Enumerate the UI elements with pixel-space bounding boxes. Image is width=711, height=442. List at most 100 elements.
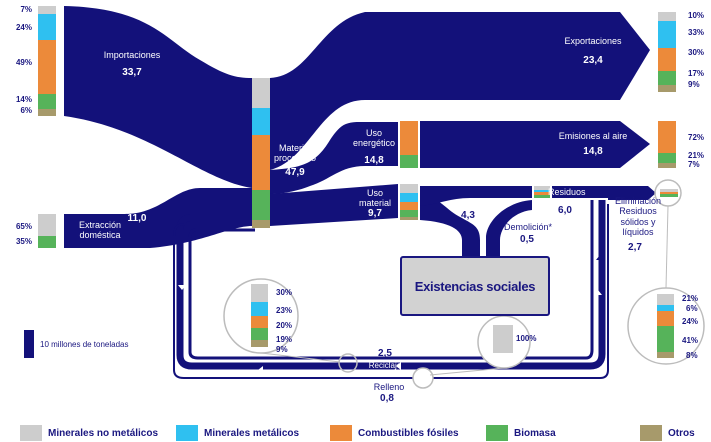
flow-to-stock — [420, 196, 480, 258]
pct-eliminacion-2: 24% — [682, 317, 699, 326]
composition-bar-demolicion — [493, 325, 513, 353]
legend-label-0: Minerales no metálicos — [48, 427, 159, 439]
pct-exportaciones-2: 30% — [688, 48, 705, 57]
uso-material-value: 9,7 — [368, 208, 382, 219]
pct-emisiones-1: 21% — [688, 151, 705, 160]
residuos-value: 6,0 — [558, 205, 572, 216]
flow-exportaciones — [270, 12, 650, 170]
pct-reciclaje-4: 9% — [276, 345, 288, 354]
composition-bar-uso-material — [400, 184, 418, 220]
legend-swatch-1 — [176, 425, 198, 441]
flow-importaciones — [64, 6, 252, 188]
composition-bar-emisiones — [658, 121, 676, 168]
relleno-label: Relleno — [373, 382, 405, 392]
pct-exportaciones-0: 10% — [688, 11, 705, 20]
lens-relleno-origin — [412, 367, 434, 389]
relleno-value: 0,8 — [380, 393, 394, 404]
pct-eliminacion-0: 21% — [682, 294, 699, 303]
uso-material-label: Uso material — [358, 188, 391, 209]
flow-reciclaje-loop — [176, 200, 606, 370]
pct-importaciones-4: 6% — [20, 106, 32, 115]
pct-exportaciones-4: 9% — [688, 80, 700, 89]
pct-exportaciones-3: 17% — [688, 69, 705, 78]
lens-reciclaje-origin — [338, 353, 358, 373]
flow-inner-loop — [188, 200, 594, 360]
importaciones-label: Importaciones — [103, 50, 161, 60]
pct-reciclaje-0: 30% — [276, 288, 293, 297]
pct-emisiones-2: 7% — [688, 160, 700, 169]
emisiones-value: 14,8 — [583, 146, 603, 157]
material-procesado-label: Material procesado — [273, 143, 317, 164]
uso-energetico-label: Uso energético — [352, 128, 396, 149]
pct-extraccion-1: 35% — [15, 237, 32, 246]
legend-swatch-3 — [486, 425, 508, 441]
extraccion-value: 11,0 — [127, 213, 147, 224]
legend-swatch-2 — [330, 425, 352, 441]
pct-importaciones-3: 14% — [15, 95, 32, 104]
eliminacion-value: 2,7 — [628, 242, 642, 253]
legend-item-4: Otros — [640, 424, 695, 442]
extraccion-label: Extracción doméstica — [78, 220, 122, 241]
composition-bar-eliminacion — [657, 294, 674, 358]
flow-uso-material — [270, 184, 398, 226]
legend-item-3: Biomasa — [486, 424, 556, 442]
flow-eliminacion — [608, 186, 656, 200]
legend-item-2: Combustibles fósiles — [330, 424, 459, 442]
flow-extraccion — [64, 188, 252, 248]
residuos-label: Residuos — [548, 187, 586, 197]
legend-label-3: Biomasa — [514, 427, 556, 439]
scale-label: 10 millones de toneladas — [40, 339, 129, 349]
pct-exportaciones-1: 33% — [688, 28, 705, 37]
legend-item-1: Minerales metálicos — [176, 424, 299, 442]
composition-bar-material-procesado — [252, 78, 270, 228]
pct-eliminacion-1: 6% — [686, 304, 698, 313]
legend-item-0: Minerales no metálicos — [20, 424, 158, 442]
reciclaje-value: 2,5 — [378, 348, 392, 359]
composition-bar-importaciones — [38, 6, 56, 116]
eliminacion-label: Eliminación Residuos sólidos y líquidos — [614, 196, 662, 238]
flow-residuos-right — [552, 186, 620, 198]
scale-indicator: 10 millones de toneladas — [24, 330, 129, 358]
demolicion-value: 0,5 — [520, 234, 534, 245]
material-procesado-value: 47,9 — [285, 167, 305, 178]
composition-bar-reciclaje — [251, 284, 268, 347]
flow-emisiones — [420, 121, 650, 168]
pct-reciclaje-1: 23% — [276, 306, 293, 315]
exportaciones-label: Exportaciones — [564, 36, 622, 46]
demolicion-label: Demolición* — [503, 222, 553, 232]
pct-importaciones-0: 7% — [20, 5, 32, 14]
pct-eliminacion-4: 8% — [686, 351, 698, 360]
pct-demolicion-0: 100% — [516, 334, 537, 343]
pct-emisiones-0: 72% — [688, 133, 705, 142]
flow-demolicion — [486, 200, 532, 256]
existencias-sociales-box: Existencias sociales — [400, 256, 550, 316]
legend-label-4: Otros — [668, 427, 695, 439]
mini-bar-eliminacion-origin — [660, 189, 678, 197]
flow-residuos — [420, 186, 532, 206]
legend-label-1: Minerales metálicos — [204, 427, 300, 439]
pct-reciclaje-2: 20% — [276, 321, 293, 330]
stock-flow-value: 4,3 — [461, 210, 475, 221]
exportaciones-value: 23,4 — [583, 55, 603, 66]
composition-bar-exportaciones — [658, 12, 676, 92]
pct-importaciones-1: 24% — [15, 23, 32, 32]
uso-energetico-value: 14,8 — [364, 155, 384, 166]
legend-swatch-4 — [640, 425, 662, 441]
pct-extraccion-0: 65% — [15, 222, 32, 231]
flow-uso-energetico — [270, 122, 398, 194]
composition-bar-extraccion — [38, 214, 56, 248]
importaciones-value: 33,7 — [122, 67, 142, 78]
legend-swatch-0 — [20, 425, 42, 441]
reciclaje-label: Reciclaje — [368, 361, 402, 370]
pct-importaciones-2: 49% — [15, 58, 32, 67]
pct-reciclaje-3: 19% — [276, 335, 293, 344]
flow-relleno-loop — [173, 204, 609, 379]
composition-bar-uso-energetico — [400, 121, 418, 168]
legend-label-2: Combustibles fósiles — [358, 427, 459, 439]
emisiones-label: Emisiones al aire — [558, 131, 628, 141]
composition-bar-residuos — [534, 186, 550, 198]
scale-bar — [24, 330, 34, 358]
pct-eliminacion-3: 41% — [682, 336, 699, 345]
